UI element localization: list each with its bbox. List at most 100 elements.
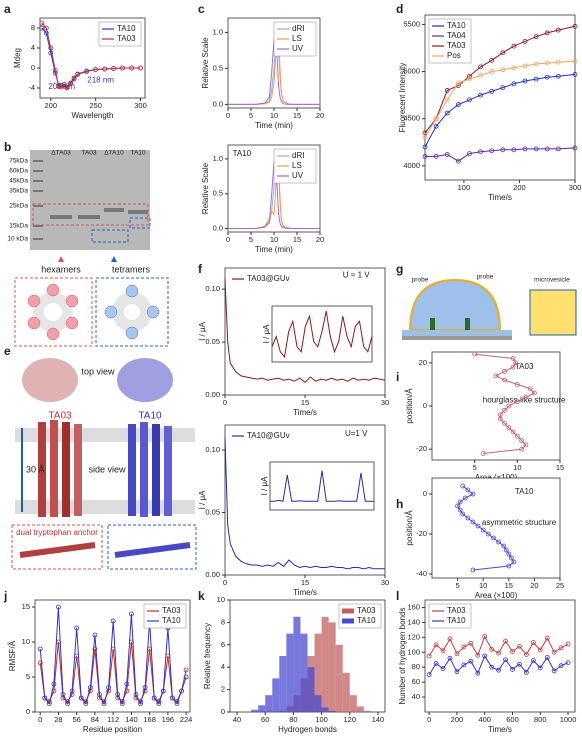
marker <box>506 551 512 557</box>
structure-label: 30 Å <box>26 464 45 474</box>
marker <box>138 65 143 71</box>
legend <box>428 603 472 629</box>
structure <box>117 358 173 402</box>
marker <box>544 60 550 66</box>
y-tick-label: 6 <box>221 640 225 649</box>
marker <box>510 429 516 435</box>
marker <box>475 652 481 658</box>
y-axis-label: I / μA <box>262 324 271 344</box>
substrate <box>402 330 512 336</box>
marker <box>533 76 539 82</box>
y-tick-label: 5000 <box>403 67 420 76</box>
marker <box>522 63 528 69</box>
panel-letter: b <box>4 140 11 154</box>
panel-letter: i <box>396 370 399 384</box>
marker <box>69 692 75 697</box>
x-tick-label: 30 <box>381 398 389 407</box>
marker <box>555 73 561 79</box>
y-tick-label: 0.0 <box>213 99 223 108</box>
marker <box>120 65 125 71</box>
legend-label: TA10 <box>162 616 181 625</box>
marker <box>467 151 472 157</box>
marker <box>500 67 506 73</box>
annotation: asymmetric structure <box>482 518 557 527</box>
marker <box>497 416 503 422</box>
x-tick-label: 0 <box>223 398 227 407</box>
x-tick-label: 0 <box>223 578 227 587</box>
marker <box>465 515 471 521</box>
marker <box>513 360 519 366</box>
x-tick-label: 168 <box>143 715 156 724</box>
marker <box>87 685 93 690</box>
histogram-bar <box>279 656 287 712</box>
y-tick-label: 120 <box>407 632 420 641</box>
x-tick-label: 0 <box>226 235 230 244</box>
x-tick-label: 0 <box>427 715 431 724</box>
helices <box>38 420 172 517</box>
marker <box>485 531 491 537</box>
panel-letter: j <box>3 589 7 603</box>
x-tick-label: 300 <box>569 183 582 192</box>
gel-marker: 75kDa <box>9 158 28 165</box>
gel-lane: TA10 <box>130 150 145 157</box>
marker <box>511 559 517 565</box>
marker <box>544 146 550 152</box>
tetramer-diagram <box>95 277 169 347</box>
y-tick-label: 0.05 <box>205 337 220 346</box>
marker <box>523 394 529 400</box>
legend-label: dRI <box>292 24 304 33</box>
marker <box>489 69 495 74</box>
marker <box>447 636 453 642</box>
pore <box>124 304 140 320</box>
marker <box>51 681 57 687</box>
legend <box>143 603 187 629</box>
histogram-bar <box>356 706 364 712</box>
marker <box>46 701 52 706</box>
plot-frame <box>431 351 561 461</box>
histogram-bar <box>286 633 294 712</box>
y-tick-label: -40 <box>416 569 427 578</box>
marker <box>510 667 515 672</box>
marker <box>511 147 517 153</box>
marker <box>482 653 488 659</box>
x-axis-label: Time (min) <box>255 245 293 254</box>
x-tick-label: 28 <box>54 715 62 724</box>
arrow <box>111 256 117 262</box>
marker <box>75 72 81 77</box>
marker <box>506 403 512 409</box>
marker <box>52 68 58 73</box>
y-tick-label: 0 <box>26 707 30 716</box>
histogram-bar <box>307 667 315 712</box>
y-tick-label: 4000 <box>403 161 420 170</box>
marker <box>97 692 102 697</box>
x-tick-label: 25 <box>556 581 564 590</box>
x-tick-label: 84 <box>91 715 99 724</box>
marker <box>572 23 578 29</box>
histogram-bar <box>314 633 322 712</box>
marker <box>440 666 446 672</box>
marker <box>523 442 529 448</box>
membrane <box>15 500 195 514</box>
marker <box>151 695 157 701</box>
marker <box>59 84 64 90</box>
gel-marker: 10 kDa <box>7 236 28 243</box>
histogram-bar <box>272 678 280 712</box>
y-axis-label: Mdeg <box>13 48 22 68</box>
annotation: TA03 <box>515 362 534 371</box>
marker <box>533 61 539 67</box>
gel-marker: 15kDa <box>9 223 28 230</box>
histogram-bar <box>349 695 357 712</box>
pore <box>430 318 435 330</box>
histogram-bar <box>314 695 322 712</box>
x-tick-label: 300 <box>134 101 147 110</box>
y-tick-label: 4 <box>31 43 35 52</box>
marker <box>502 407 507 413</box>
legend-label: UV <box>292 44 304 53</box>
oligomer-label: hexamers <box>41 264 81 274</box>
y-tick-label: 1.0 <box>213 154 223 163</box>
marker <box>110 618 116 624</box>
x-tick-label: 140 <box>125 715 138 724</box>
y-tick-label: 0.5 <box>213 63 223 72</box>
marker <box>489 646 495 652</box>
marker <box>467 73 472 79</box>
